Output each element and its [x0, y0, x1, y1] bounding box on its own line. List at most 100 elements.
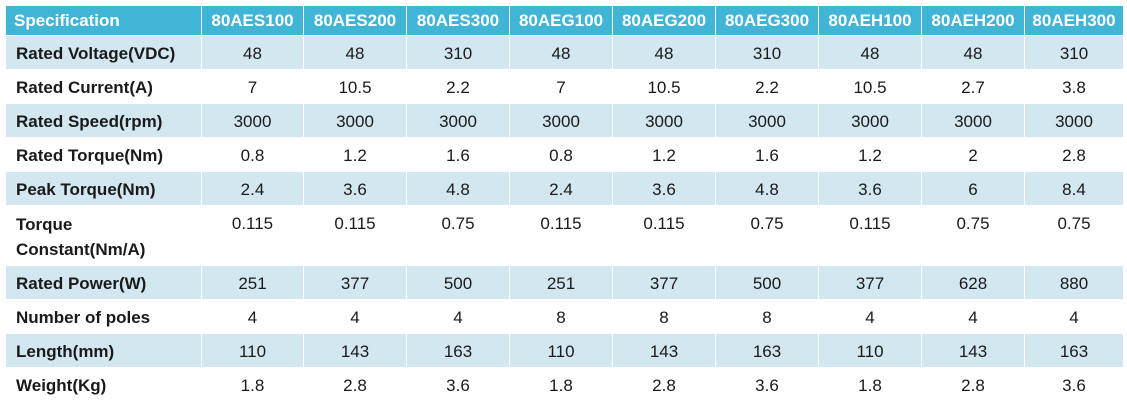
table-cell: 2.4 [509, 171, 613, 206]
header-cell-model: 80AEG300 [715, 5, 819, 36]
table-cell: 2.4 [201, 171, 304, 206]
table-cell: 110 [201, 333, 304, 368]
table-cell: 163 [406, 333, 510, 368]
table-cell: 8 [715, 299, 819, 334]
header-cell-model: 80AEG200 [612, 5, 716, 36]
header-cell-model: 80AES300 [406, 5, 510, 36]
table-cell: 1.8 [509, 367, 613, 402]
table-cell: 1.8 [201, 367, 304, 402]
table-cell: 48 [303, 35, 407, 70]
table-cell: 6 [921, 171, 1025, 206]
table-cell: 2 [921, 137, 1025, 172]
table-cell: 8 [509, 299, 613, 334]
table-cell: 3000 [921, 103, 1025, 138]
table-cell: 2.7 [921, 69, 1025, 104]
header-cell-model: 80AEH300 [1024, 5, 1124, 36]
table-cell: 143 [612, 333, 716, 368]
table-cell: 163 [715, 333, 819, 368]
table-body: Rated Voltage(VDC) 48 48 310 48 48 310 48 48 310 R… [5, 35, 1124, 402]
table-cell: 163 [1024, 333, 1124, 368]
row-label: Number of poles [5, 299, 202, 334]
table-row: Rated Voltage(VDC) 48 48 310 48 48 310 48 48 310 [5, 35, 1124, 70]
table-row: Peak Torque(Nm) 2.4 3.6 4.8 2.4 3.6 4.8 3.6 6 8.4 [5, 171, 1124, 206]
table-cell: 1.6 [406, 137, 510, 172]
table-cell: 110 [818, 333, 922, 368]
table-cell: 1.6 [715, 137, 819, 172]
row-label: Weight(Kg) [5, 367, 202, 402]
header-cell-model: 80AEH100 [818, 5, 922, 36]
table-cell: 4.8 [715, 171, 819, 206]
table-cell: 10.5 [612, 69, 716, 104]
table-cell: 48 [509, 35, 613, 70]
table-cell: 4 [303, 299, 407, 334]
table-cell: 0.115 [509, 205, 613, 266]
table-cell: 1.8 [818, 367, 922, 402]
table-row: Torque Constant(Nm/A) 0.115 0.115 0.75 0.115… [5, 205, 1124, 266]
header-cell-model: 80AES100 [201, 5, 304, 36]
table-cell: 3000 [1024, 103, 1124, 138]
table-cell: 7 [509, 69, 613, 104]
table-cell: 3.6 [715, 367, 819, 402]
header-cell-specification: Specification [5, 5, 202, 36]
table-cell: 143 [303, 333, 407, 368]
table-cell: 48 [818, 35, 922, 70]
table-row: Length(mm) 110 143 163 110 143 163 110 143 163 [5, 333, 1124, 368]
header-row: Specification 80AES100 80AES200 80AES300… [5, 5, 1124, 36]
table-cell: 628 [921, 265, 1025, 300]
table-cell: 500 [715, 265, 819, 300]
table-cell: 3.6 [612, 171, 716, 206]
table-cell: 0.115 [201, 205, 304, 266]
table-cell: 3.8 [1024, 69, 1124, 104]
table-cell: 4 [1024, 299, 1124, 334]
row-label: Rated Power(W) [5, 265, 202, 300]
table-cell: 143 [921, 333, 1025, 368]
table-cell: 7 [201, 69, 304, 104]
table-cell: 4 [201, 299, 304, 334]
table-cell: 3000 [715, 103, 819, 138]
table-cell: 3000 [612, 103, 716, 138]
table-cell: 2.2 [406, 69, 510, 104]
header-cell-model: 80AES200 [303, 5, 407, 36]
table-cell: 0.115 [818, 205, 922, 266]
table-row: Rated Torque(Nm) 0.8 1.2 1.6 0.8 1.2 1.6 1.2 2 2.… [5, 137, 1124, 172]
table-cell: 0.115 [303, 205, 407, 266]
table-cell: 4 [406, 299, 510, 334]
table-cell: 251 [509, 265, 613, 300]
table-cell: 110 [509, 333, 613, 368]
table-cell: 377 [303, 265, 407, 300]
table-header: Specification 80AES100 80AES200 80AES300… [5, 5, 1124, 36]
table-cell: 4 [921, 299, 1025, 334]
table-cell: 251 [201, 265, 304, 300]
table-cell: 4.8 [406, 171, 510, 206]
row-label: Rated Voltage(VDC) [5, 35, 202, 70]
header-cell-model: 80AEH200 [921, 5, 1025, 36]
table-cell: 2.8 [303, 367, 407, 402]
table-cell: 3000 [818, 103, 922, 138]
table-cell: 10.5 [303, 69, 407, 104]
table-cell: 0.115 [612, 205, 716, 266]
table-cell: 880 [1024, 265, 1124, 300]
row-label: Peak Torque(Nm) [5, 171, 202, 206]
row-label: Rated Speed(rpm) [5, 103, 202, 138]
table-cell: 8.4 [1024, 171, 1124, 206]
table-cell: 48 [201, 35, 304, 70]
table-cell: 48 [921, 35, 1025, 70]
table-cell: 2.2 [715, 69, 819, 104]
table-cell: 1.2 [818, 137, 922, 172]
table-cell: 3000 [509, 103, 613, 138]
table-cell: 3.6 [303, 171, 407, 206]
table-cell: 3.6 [1024, 367, 1124, 402]
table-row: Weight(Kg) 1.8 2.8 3.6 1.8 2.8 3.6 1.8 2.8 3.6 [5, 367, 1124, 402]
table-cell: 8 [612, 299, 716, 334]
table-cell: 310 [715, 35, 819, 70]
table-cell: 377 [612, 265, 716, 300]
table-row: Rated Speed(rpm) 3000 3000 3000 3000 3000 3000… [5, 103, 1124, 138]
table-cell: 1.2 [612, 137, 716, 172]
table-cell: 310 [406, 35, 510, 70]
row-label: Torque Constant(Nm/A) [5, 205, 202, 266]
row-label: Rated Torque(Nm) [5, 137, 202, 172]
row-label: Length(mm) [5, 333, 202, 368]
table-cell: 3000 [406, 103, 510, 138]
table-cell: 3.6 [818, 171, 922, 206]
specification-table: Specification 80AES100 80AES200 80AES300… [5, 5, 1124, 402]
